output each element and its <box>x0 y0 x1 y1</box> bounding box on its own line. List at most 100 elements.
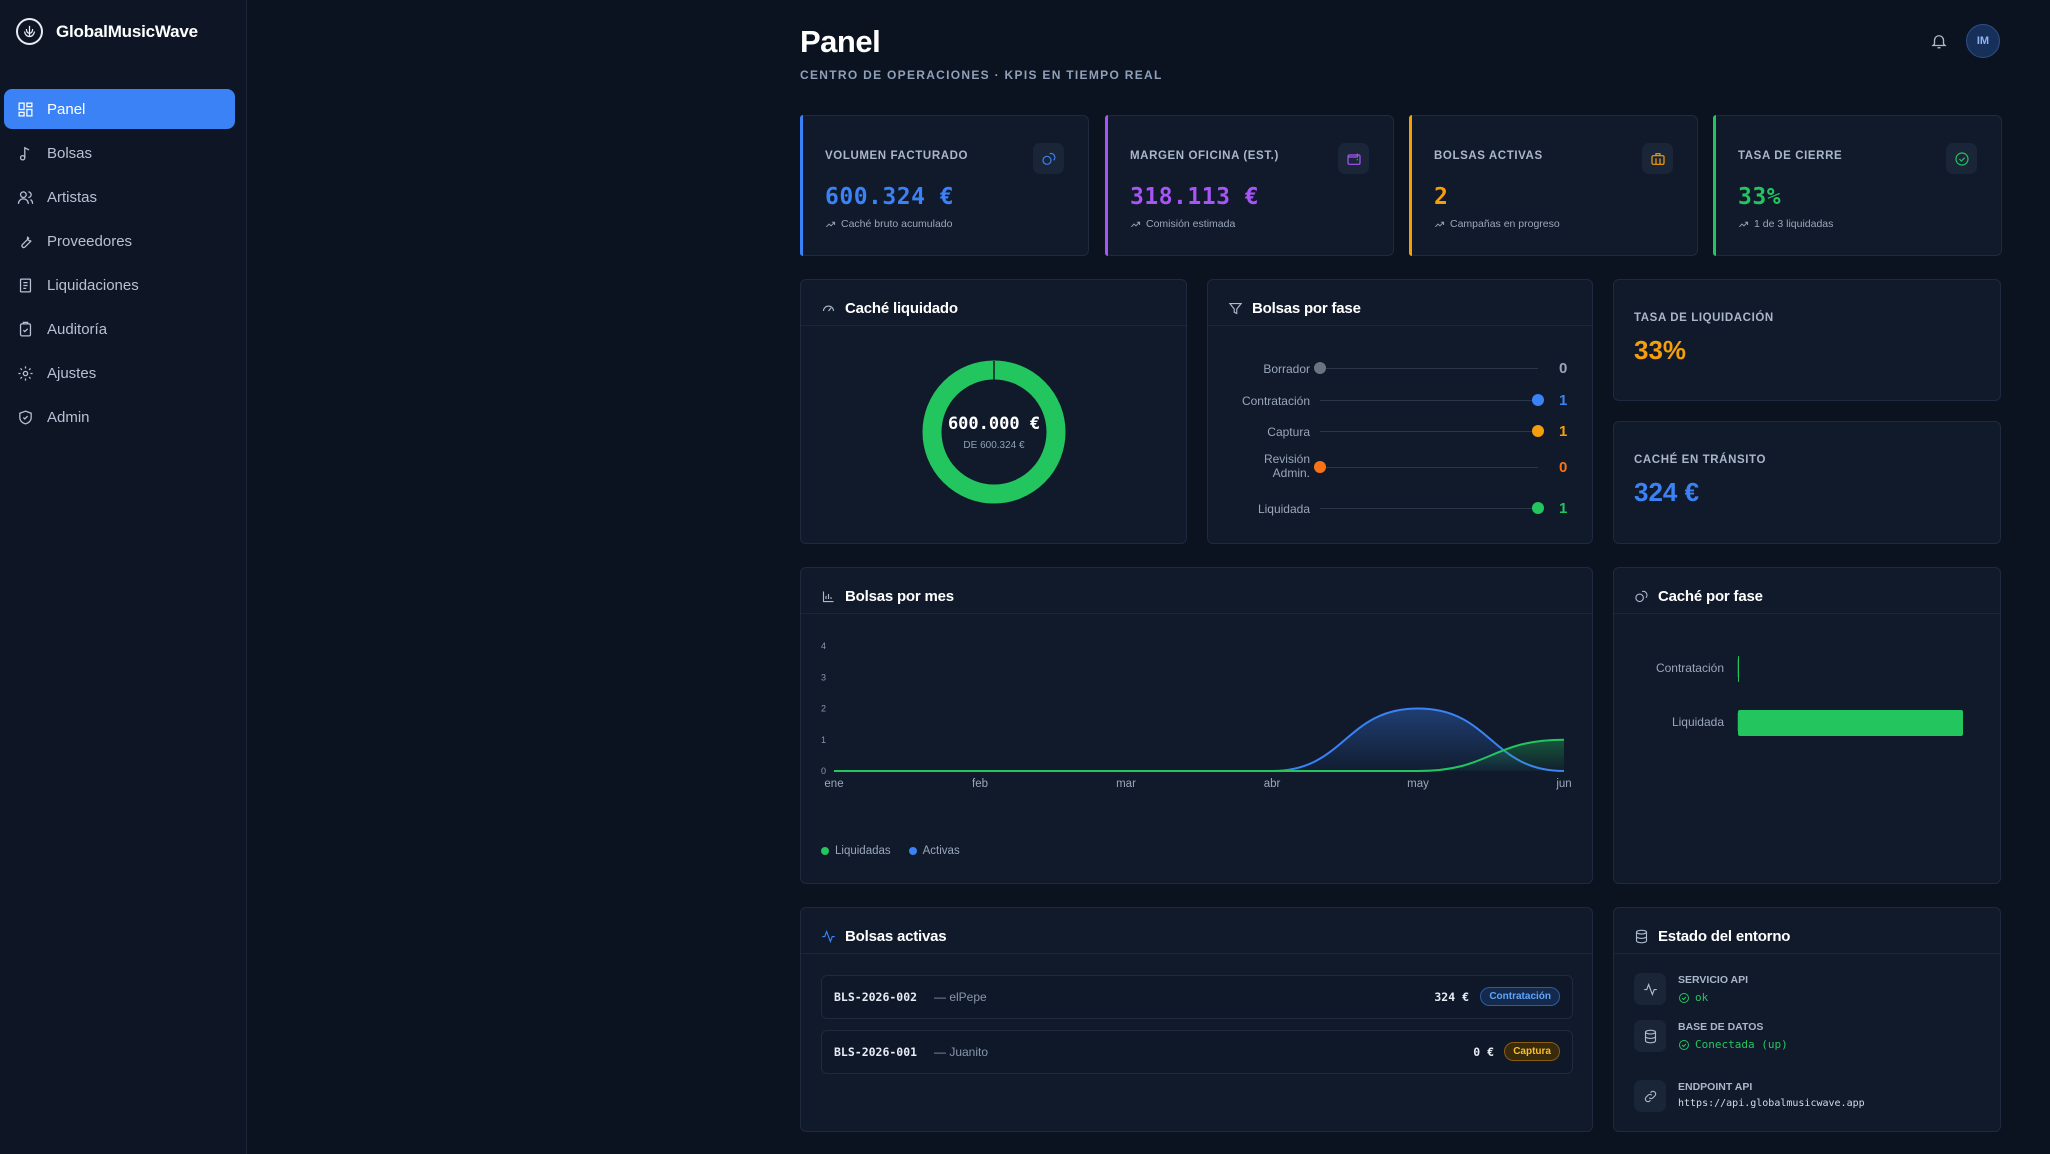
fase-track <box>1320 400 1538 401</box>
sidebar-item-auditoria[interactable]: Auditoría <box>4 309 235 349</box>
kpi-note-text: 1 de 3 liquidadas <box>1754 218 1834 230</box>
env-label: BASE DE DATOS <box>1678 1021 1764 1033</box>
status-badge: Captura <box>1504 1042 1560 1061</box>
wallet-icon <box>1338 143 1369 174</box>
x-tick-label: mar <box>1116 778 1136 790</box>
kpi-accent-bar <box>1105 115 1108 256</box>
avatar[interactable]: IM <box>1966 24 2000 58</box>
kpi-note: Comisión estimada <box>1130 218 1235 230</box>
users-icon <box>17 190 34 204</box>
check-circle-icon <box>1946 143 1977 174</box>
fase-label: Liquidada <box>1257 502 1310 516</box>
fase-dot <box>1532 502 1544 514</box>
env-label: SERVICIO API <box>1678 974 1749 986</box>
fase-row: Revisión Admin. 0 <box>1208 452 1592 480</box>
y-tick-label: 0 <box>821 766 826 776</box>
panel-title: Bolsas activas <box>845 928 947 945</box>
sidebar-item-proveedores[interactable]: Proveedores <box>4 221 235 261</box>
kpi-note: 1 de 3 liquidadas <box>1738 218 1833 230</box>
sidebar-item-label: Auditoría <box>47 320 108 338</box>
brand-name: GlobalMusicWave <box>56 21 198 41</box>
kpi-card-margen: MARGEN OFICINA (EST.) 318.113 € Comisión… <box>1105 115 1394 256</box>
sidebar-item-bolsas[interactable]: Bolsas <box>4 133 235 173</box>
page-subtitle: CENTRO DE OPERACIONES · KPIS EN TIEMPO R… <box>800 68 1163 82</box>
kpi-label: TASA DE CIERRE <box>1738 150 1843 162</box>
fase-label: Revisión Admin. <box>1263 452 1310 480</box>
panel-header: Caché por fase <box>1634 588 1763 605</box>
panel-header: Bolsas activas <box>821 928 947 945</box>
series-line-liquidadas <box>833 738 1565 772</box>
database-icon <box>1634 1020 1666 1052</box>
stat-label: CACHÉ EN TRÁNSITO <box>1634 454 1767 466</box>
bar-chart-icon <box>822 591 834 603</box>
bar-liquidada[interactable] <box>1738 710 1963 736</box>
legend-item-activas[interactable]: Activas <box>908 845 960 857</box>
fase-track <box>1320 431 1538 432</box>
panel-title: Bolsas por mes <box>845 588 954 605</box>
kpi-card-bolsas-activas: BOLSAS ACTIVAS 2 Campañas en progreso <box>1409 115 1698 256</box>
fase-row: Borrador 0 <box>1208 359 1592 379</box>
receipt-icon <box>19 277 32 293</box>
fase-label: Captura <box>1267 425 1310 439</box>
y-tick-label: 1 <box>821 735 826 745</box>
notifications-bell-icon[interactable] <box>1930 32 1948 50</box>
panel-header: Bolsas por fase <box>1228 300 1361 317</box>
shield-icon <box>19 409 32 425</box>
donut-subvalue: DE 600.324 € <box>963 440 1025 451</box>
sidebar-item-label: Proveedores <box>47 232 133 250</box>
kpi-note: Caché bruto acumulado <box>825 218 953 230</box>
sidebar-item-label: Bolsas <box>47 144 93 162</box>
endpoint-url[interactable]: https://api.globalmusicwave.app <box>1678 1098 1865 1109</box>
bolsas-activas-card: Bolsas activas BLS-2026-002 — elPepe 324… <box>800 907 1593 1132</box>
sidebar-nav: Panel Bolsas Artistas Proveedores Liquid… <box>4 89 235 441</box>
sidebar-item-ajustes[interactable]: Ajustes <box>4 353 235 393</box>
chart-legend: Liquidadas Activas <box>821 845 960 857</box>
fase-value: 0 <box>1559 459 1568 476</box>
check-circle-icon <box>1679 992 1689 1003</box>
legend-item-liquidadas[interactable]: Liquidadas <box>821 845 891 857</box>
stat-label: TASA DE LIQUIDACIÓN <box>1634 312 1774 324</box>
legend-dot <box>821 847 829 855</box>
activity-icon <box>1634 973 1666 1005</box>
row-artist: — Juanito <box>934 1045 989 1059</box>
panel-header: Estado del entorno <box>1634 928 1790 945</box>
cache-liquidado-card: Caché liquidado 600.000 € DE 600.324 € <box>800 279 1187 544</box>
fase-row: Captura 1 <box>1208 422 1592 442</box>
sidebar-item-liquidaciones[interactable]: Liquidaciones <box>4 265 235 305</box>
area-chart: 0 1 2 3 4 ene feb mar abr may jun <box>821 641 1572 790</box>
table-row[interactable]: BLS-2026-002 — elPepe 324 € Contratación <box>821 975 1573 1019</box>
clipboard-check-icon <box>19 321 32 337</box>
sidebar-item-panel[interactable]: Panel <box>4 89 235 129</box>
kpi-card-volumen: VOLUMEN FACTURADO 600.324 € Caché bruto … <box>800 115 1089 256</box>
fase-value: 1 <box>1559 423 1568 440</box>
estado-entorno-card: Estado del entorno SERVICIO API ok BASE … <box>1613 907 2001 1132</box>
legend-label: Activas <box>922 845 960 857</box>
bar-label: Contratación <box>1655 661 1724 675</box>
dashboard-icon <box>18 101 33 117</box>
y-tick-label: 4 <box>821 641 826 651</box>
stat-value: 33% <box>1634 335 1687 365</box>
status-badge: Contratación <box>1480 987 1560 1006</box>
database-icon <box>1635 929 1648 944</box>
kpi-label: MARGEN OFICINA (EST.) <box>1130 150 1279 162</box>
table-row[interactable]: BLS-2026-001 — Juanito 0 € Captura <box>821 1030 1573 1074</box>
row-code: BLS-2026-001 <box>834 1045 918 1059</box>
fase-dot <box>1532 425 1544 437</box>
sidebar-item-artistas[interactable]: Artistas <box>4 177 235 217</box>
fase-row: Contratación 1 <box>1208 391 1592 411</box>
env-value-text: ok <box>1695 991 1709 1004</box>
brand[interactable]: GlobalMusicWave <box>16 18 198 45</box>
series-area-liquidadas <box>834 739 1564 771</box>
sidebar-item-admin[interactable]: Admin <box>4 397 235 437</box>
kpi-note-text: Comisión estimada <box>1146 218 1236 230</box>
kpi-label: VOLUMEN FACTURADO <box>825 150 969 162</box>
bolsas-por-mes-card: Bolsas por mes 0 1 2 3 4 ene feb mar abr may jun L… <box>800 567 1593 884</box>
panel-title: Caché liquidado <box>845 300 958 317</box>
row-code: BLS-2026-002 <box>834 990 918 1004</box>
kpi-value: 33% <box>1738 184 1782 210</box>
row-amount: 0 € <box>1473 1045 1494 1059</box>
cache-por-fase-card: Caché por fase Contratación Liquidada <box>1613 567 2001 884</box>
sidebar-item-label: Liquidaciones <box>47 276 139 294</box>
coins-icon <box>1033 143 1064 174</box>
bar-axis-tick <box>1737 659 1738 677</box>
